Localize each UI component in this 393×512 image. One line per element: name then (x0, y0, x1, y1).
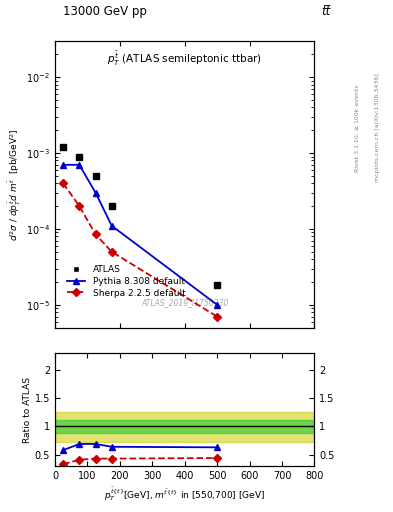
Text: Rivet 3.1.10, ≥ 100k events: Rivet 3.1.10, ≥ 100k events (355, 84, 360, 172)
Text: mcplots.cern.ch [arXiv:1306.3436]: mcplots.cern.ch [arXiv:1306.3436] (375, 74, 380, 182)
Y-axis label: Ratio to ATLAS: Ratio to ATLAS (23, 377, 32, 442)
Bar (55, 413, 314, 442)
Y-axis label: $d^2\sigma\ /\ dp_T^{\bar{t}}d\ m^{\bar{t}}$  [pb/GeV$^2$]: $d^2\sigma\ /\ dp_T^{\bar{t}}d\ m^{\bar{… (7, 128, 23, 241)
Text: ATLAS_2019_I1750330: ATLAS_2019_I1750330 (141, 298, 228, 308)
X-axis label: $p_T^{\bar{t}\{t\}}$[GeV], $m^{\bar{t}\{t\}}$ in [550,700] [GeV]: $p_T^{\bar{t}\{t\}}$[GeV], $m^{\bar{t}\{… (104, 485, 265, 503)
Text: $p_T^{\bar{t}}$ (ATLAS semileptonic ttbar): $p_T^{\bar{t}}$ (ATLAS semileptonic ttba… (107, 50, 262, 68)
Text: tt̅: tt̅ (321, 5, 330, 18)
Legend: ATLAS, Pythia 8.308 default, Sherpa 2.2.5 default: ATLAS, Pythia 8.308 default, Sherpa 2.2.… (65, 262, 188, 300)
Text: 13000 GeV pp: 13000 GeV pp (63, 5, 147, 18)
Bar (55, 420, 314, 433)
